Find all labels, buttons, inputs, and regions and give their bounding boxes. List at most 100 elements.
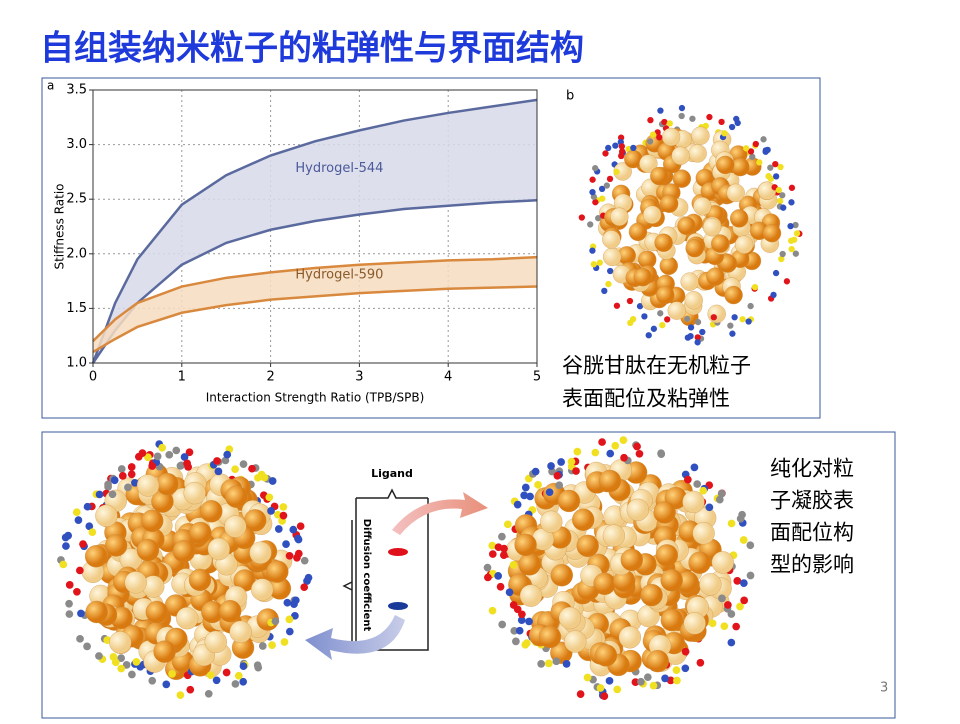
ligand-atom — [699, 486, 708, 495]
ligand-atom — [772, 161, 779, 168]
ligand-atom — [547, 462, 555, 470]
ligand-atom — [602, 150, 609, 157]
ligand-atom — [598, 438, 606, 446]
ligand-atom — [221, 456, 230, 465]
ligand-atom — [573, 447, 582, 456]
ligand-atom — [775, 186, 782, 194]
ligand-atom — [620, 453, 628, 462]
ligand-atom — [681, 647, 690, 656]
core-atom — [692, 522, 715, 545]
core-atom — [650, 166, 669, 186]
ligand-atom — [65, 580, 74, 589]
ligand-atom — [279, 503, 288, 511]
core-atom — [711, 551, 734, 574]
ligand-atom — [76, 634, 84, 643]
ligand-atom — [747, 148, 755, 155]
diagram-frame — [355, 498, 429, 651]
ligand-atom — [117, 654, 126, 662]
ligand-atom — [599, 195, 606, 202]
core-atom — [124, 571, 147, 594]
ligand-atom — [513, 500, 522, 509]
ligand-atom — [483, 563, 492, 572]
core-atom — [656, 285, 675, 305]
core-atom — [762, 224, 782, 243]
nanoparticle-image — [483, 436, 755, 700]
diffusion-diagram: Ligand Diffusion coefficient — [305, 467, 488, 660]
panel-label: a — [47, 79, 54, 93]
ligand-atom — [595, 215, 602, 222]
ligand-atom — [65, 599, 73, 608]
ligand-atom — [739, 316, 746, 323]
ligand-atom — [661, 118, 668, 126]
ligand-atom — [791, 236, 798, 243]
core-atom — [557, 489, 581, 513]
ligand-atom — [488, 550, 497, 558]
ligand-atom — [708, 619, 717, 628]
ligand-atom — [85, 522, 94, 531]
core-atom — [654, 233, 673, 252]
ligand-atom — [498, 620, 507, 629]
ligand-atom — [728, 123, 736, 131]
top-panel — [41, 77, 821, 419]
ligand-atom — [572, 467, 580, 475]
ligand-atom — [162, 680, 171, 689]
ligand-atom — [788, 199, 795, 206]
core-atom — [711, 234, 730, 253]
ligand-atom — [673, 676, 681, 685]
ligand-atom — [132, 658, 141, 666]
ligand-atom — [690, 463, 699, 472]
ligand-atom — [104, 480, 112, 489]
ligand-atom — [605, 280, 612, 288]
core-atom — [660, 608, 683, 632]
ligand-atom — [718, 118, 725, 126]
ligand-atom — [239, 460, 248, 468]
ligand-atom — [268, 477, 277, 485]
ligand-atom — [176, 691, 185, 699]
ligand-atom — [74, 516, 83, 525]
ligand-atom — [787, 222, 794, 230]
ligand-atom — [641, 313, 648, 320]
ligand-atom — [213, 457, 221, 465]
ligand-atom — [589, 188, 596, 196]
ligand-atom — [756, 159, 763, 166]
ligand-atom — [290, 600, 298, 609]
ligand-atom — [739, 536, 748, 544]
core-atom — [251, 578, 274, 601]
ligand-atom — [176, 462, 185, 470]
ligand-atom — [678, 112, 685, 120]
ligand-atom — [296, 522, 305, 531]
core-atom — [628, 222, 648, 241]
core-atom — [156, 472, 179, 496]
core-atom — [200, 500, 223, 523]
ligand-atom — [180, 453, 189, 461]
ligand-atom — [721, 130, 728, 137]
arrow — [305, 615, 405, 660]
core-atom — [602, 524, 626, 547]
ligand-atom — [488, 606, 497, 615]
y-tick-label: 3.5 — [66, 83, 87, 98]
ligand-atom — [613, 685, 622, 694]
core-atom — [685, 239, 704, 258]
caption-line: 谷胱甘肽在无机粒子 — [562, 354, 751, 378]
core-atom — [688, 551, 711, 574]
ligand-atom — [95, 652, 103, 660]
ligand-atom — [148, 462, 157, 470]
core-atom — [659, 256, 678, 275]
ligand-atom — [117, 664, 126, 673]
ligand-atom — [592, 165, 599, 172]
ligand-atom — [689, 115, 696, 122]
ligand-atom — [657, 107, 664, 114]
ligand-dot — [388, 548, 408, 556]
core-atom — [660, 194, 679, 213]
ligand-atom — [271, 617, 280, 626]
ligand-atom — [590, 261, 597, 268]
band-fill — [93, 257, 537, 353]
ligand-atom — [61, 533, 70, 542]
ligand-atom — [285, 627, 294, 636]
ligand-atom — [214, 467, 223, 476]
ligand-atom — [607, 267, 614, 275]
ligand-atom — [699, 328, 706, 336]
ligand-atom — [248, 464, 256, 473]
core-atom — [707, 304, 726, 324]
core-atom — [183, 481, 206, 505]
